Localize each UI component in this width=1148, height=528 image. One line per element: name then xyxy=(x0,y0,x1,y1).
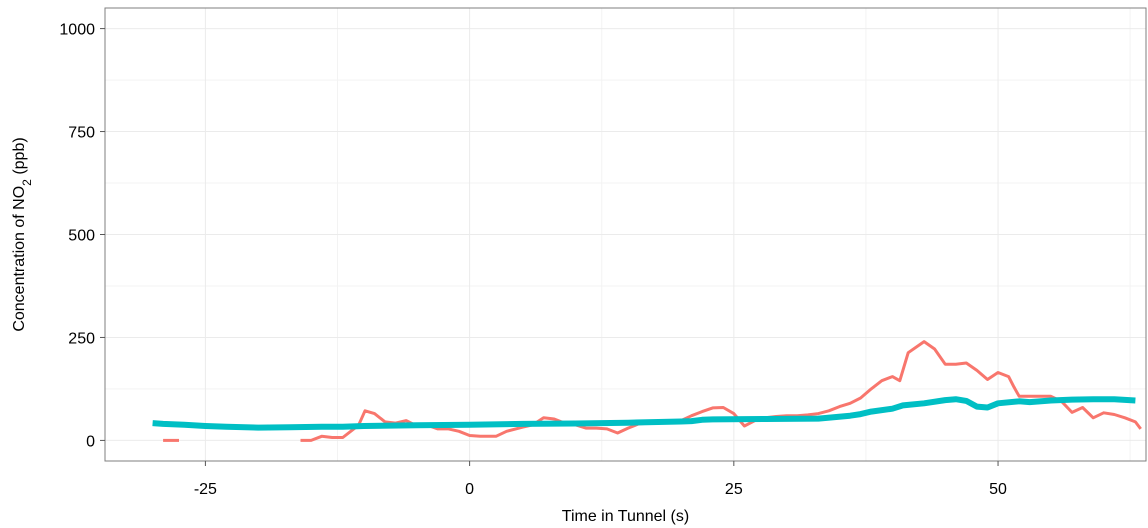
x-tick-label-0: -25 xyxy=(194,481,217,498)
x-tick-label-2: 25 xyxy=(725,481,743,498)
y-tick-label-0: 0 xyxy=(86,433,95,450)
series-1-line-segment-1 xyxy=(300,340,1142,442)
x-axis: -25 0 25 50 xyxy=(194,461,1007,498)
y-axis: 0 250 500 750 1000 xyxy=(59,22,105,450)
x-tick-label-3: 50 xyxy=(989,481,1007,498)
y-axis-title-suffix: (ppb) xyxy=(11,137,28,179)
y-axis-title: Concentration of NO2 (ppb) xyxy=(11,137,34,331)
x-tick-label-1: 0 xyxy=(465,481,474,498)
series-2-line xyxy=(152,396,1136,431)
minor-gridlines xyxy=(105,8,1146,461)
y-axis-title-prefix: Concentration of NO xyxy=(11,186,28,332)
y-tick-label-1: 250 xyxy=(68,330,95,347)
x-axis-title: Time in Tunnel (s) xyxy=(562,508,689,525)
y-tick-label-2: 500 xyxy=(68,228,95,245)
y-tick-label-4: 1000 xyxy=(59,22,95,39)
y-axis-title-subscript: 2 xyxy=(20,179,34,186)
y-tick-label-3: 750 xyxy=(68,125,95,142)
series-lines xyxy=(152,340,1142,442)
major-gridlines xyxy=(105,8,1146,461)
